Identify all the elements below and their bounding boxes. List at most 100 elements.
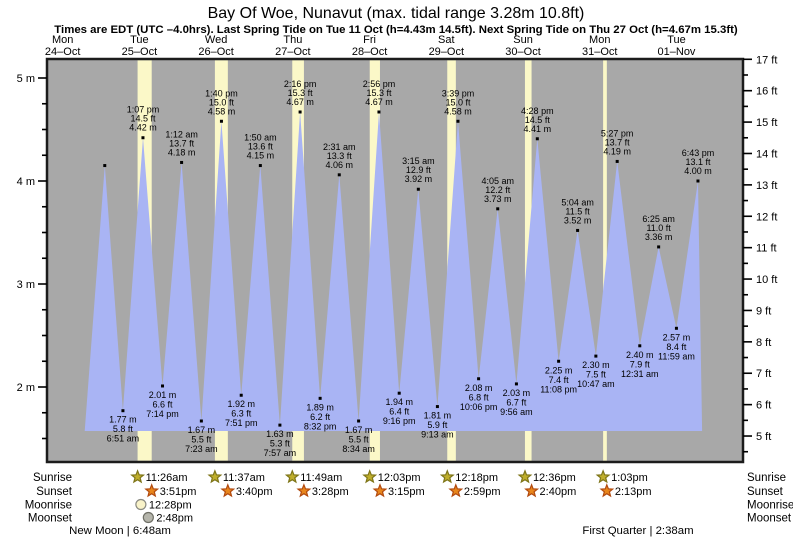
sunset-time: 2:59pm xyxy=(464,486,501,498)
day-date-label: 01–Nov xyxy=(658,46,696,58)
tide-point-dot xyxy=(121,409,125,413)
tide-point-dot xyxy=(514,382,518,386)
sunset-time: 3:40pm xyxy=(236,486,273,498)
low-tide-ft-label: 5.5 ft xyxy=(191,434,212,444)
low-tide-ft-label: 5.3 ft xyxy=(270,439,291,449)
day-weekday-label: Mon xyxy=(589,34,610,46)
high-tide-m-label: 4.42 m xyxy=(129,123,157,133)
tide-point-dot xyxy=(219,119,223,123)
tide-point-dot xyxy=(337,173,341,177)
high-tide-ft-label: 13.3 ft xyxy=(327,151,353,161)
low-tide-ft-label: 5.5 ft xyxy=(349,434,370,444)
high-tide-m-label: 3.92 m xyxy=(405,174,433,184)
low-tide-ft-label: 6.6 ft xyxy=(153,399,174,409)
low-tide-time-label: 11:59 am xyxy=(658,351,695,361)
high-tide-m-label: 4.41 m xyxy=(524,124,552,134)
low-tide-ft-label: 6.7 ft xyxy=(506,397,527,407)
high-tide-time-label: 4:05 am xyxy=(481,176,514,186)
tide-curve xyxy=(84,112,703,431)
tide-point-dot xyxy=(161,384,165,388)
row-label-sunset-left: Sunset xyxy=(36,486,73,498)
high-tide-time-label: 1:07 pm xyxy=(127,105,160,115)
low-tide-time-label: 6:51 am xyxy=(107,434,140,444)
high-tide-ft-label: 14.5 ft xyxy=(130,114,156,124)
right-axis-label: 12 ft xyxy=(756,211,777,223)
plot-border xyxy=(45,57,745,464)
moonrise-time: 12:28pm xyxy=(149,500,192,512)
sunrise-star-icon xyxy=(595,469,611,484)
low-tide-time-label: 7:51 pm xyxy=(225,418,258,428)
high-tide-time-label: 3:39 pm xyxy=(442,88,475,98)
tide-point-dot xyxy=(239,393,243,397)
high-tide-ft-label: 11.0 ft xyxy=(646,223,671,233)
day-weekday-label: Fri xyxy=(363,34,376,46)
high-tide-m-label: 4.67 m xyxy=(365,97,393,107)
sunrise-time: 12:03pm xyxy=(378,472,421,484)
sunrise-star-icon xyxy=(130,469,146,484)
high-tide-ft-label: 11.5 ft xyxy=(565,206,590,216)
tide-point-dot xyxy=(696,179,700,183)
left-axis-label: 3 m xyxy=(17,279,35,291)
moonrise-icon xyxy=(135,498,147,511)
axis-ticks: 2 m 3 m 4 m 5 m 5 ft 6 ft 7 ft 8 ft 9 ft 10 ft 11 … xyxy=(17,54,777,453)
tide-point-dot xyxy=(318,396,322,400)
sunset-star-icon xyxy=(524,483,540,498)
high-tide-ft-label: 15.3 ft xyxy=(288,88,314,98)
high-tide-m-label: 4.18 m xyxy=(168,147,196,157)
low-tide-m-label: 1.81 m xyxy=(424,411,452,421)
high-tide-ft-label: 13.6 ft xyxy=(248,142,274,152)
right-axis-label: 17 ft xyxy=(756,54,777,66)
high-tide-ft-label: 15.3 ft xyxy=(366,88,392,98)
low-tide-ft-label: 7.4 ft xyxy=(549,375,570,385)
right-axis-label: 9 ft xyxy=(756,305,771,317)
right-axis-label: 14 ft xyxy=(756,148,777,160)
low-tide-time-label: 10:47 am xyxy=(577,379,615,389)
high-tide-m-label: 4.19 m xyxy=(603,146,631,156)
tide-curve-area xyxy=(84,112,703,431)
right-axis-label: 6 ft xyxy=(756,400,771,412)
sunrise-time: 12:36pm xyxy=(533,472,576,484)
tide-point-dot xyxy=(377,110,381,114)
sunrise-star-icon xyxy=(517,469,533,484)
tide-point-dot xyxy=(477,377,481,381)
page-title: Bay Of Woe, Nunavut (max. tidal range 3.… xyxy=(208,5,585,22)
row-label-moonset-left: Moonset xyxy=(28,513,73,525)
right-axis-label: 15 ft xyxy=(756,117,777,129)
right-axis-label: 10 ft xyxy=(756,274,777,286)
sunset-star-icon xyxy=(296,483,312,498)
sunset-star-icon xyxy=(220,483,236,498)
sunset-time: 3:51pm xyxy=(160,486,197,498)
sunrise-star-icon xyxy=(362,469,378,484)
tide-point-dot xyxy=(576,228,580,232)
high-tide-time-label: 3:15 am xyxy=(402,156,435,166)
sunset-star-icon xyxy=(144,483,160,498)
sunrise-star-icon xyxy=(284,469,300,484)
tide-point-dot xyxy=(180,160,184,164)
low-tide-time-label: 10:06 pm xyxy=(460,402,498,412)
tide-point-dot xyxy=(496,207,500,211)
low-tide-m-label: 2.57 m xyxy=(663,332,691,342)
sunrise-time: 1:03pm xyxy=(611,472,648,484)
left-axis-label: 5 m xyxy=(17,73,35,85)
sunset-time: 3:28pm xyxy=(312,486,349,498)
tide-point-dot xyxy=(103,164,107,168)
tide-point-dot xyxy=(657,245,661,249)
low-tide-m-label: 1.67 m xyxy=(188,425,216,435)
low-tide-m-label: 1.94 m xyxy=(385,397,413,407)
sunset-time: 2:40pm xyxy=(540,486,577,498)
right-axis-label: 7 ft xyxy=(756,368,771,380)
tide-point-dot xyxy=(594,354,598,358)
sunset-star-icon xyxy=(372,483,388,498)
low-tide-ft-label: 7.5 ft xyxy=(586,370,607,380)
sunrise-star-icon xyxy=(207,469,223,484)
low-tide-time-label: 7:14 pm xyxy=(146,409,179,419)
tide-point-dot xyxy=(258,164,262,168)
tide-point-dot xyxy=(456,119,460,123)
low-tide-time-label: 7:23 am xyxy=(185,444,218,454)
high-tide-ft-label: 13.7 ft xyxy=(169,138,195,148)
low-tide-m-label: 2.01 m xyxy=(149,390,177,400)
tide-point-dot xyxy=(435,405,439,409)
